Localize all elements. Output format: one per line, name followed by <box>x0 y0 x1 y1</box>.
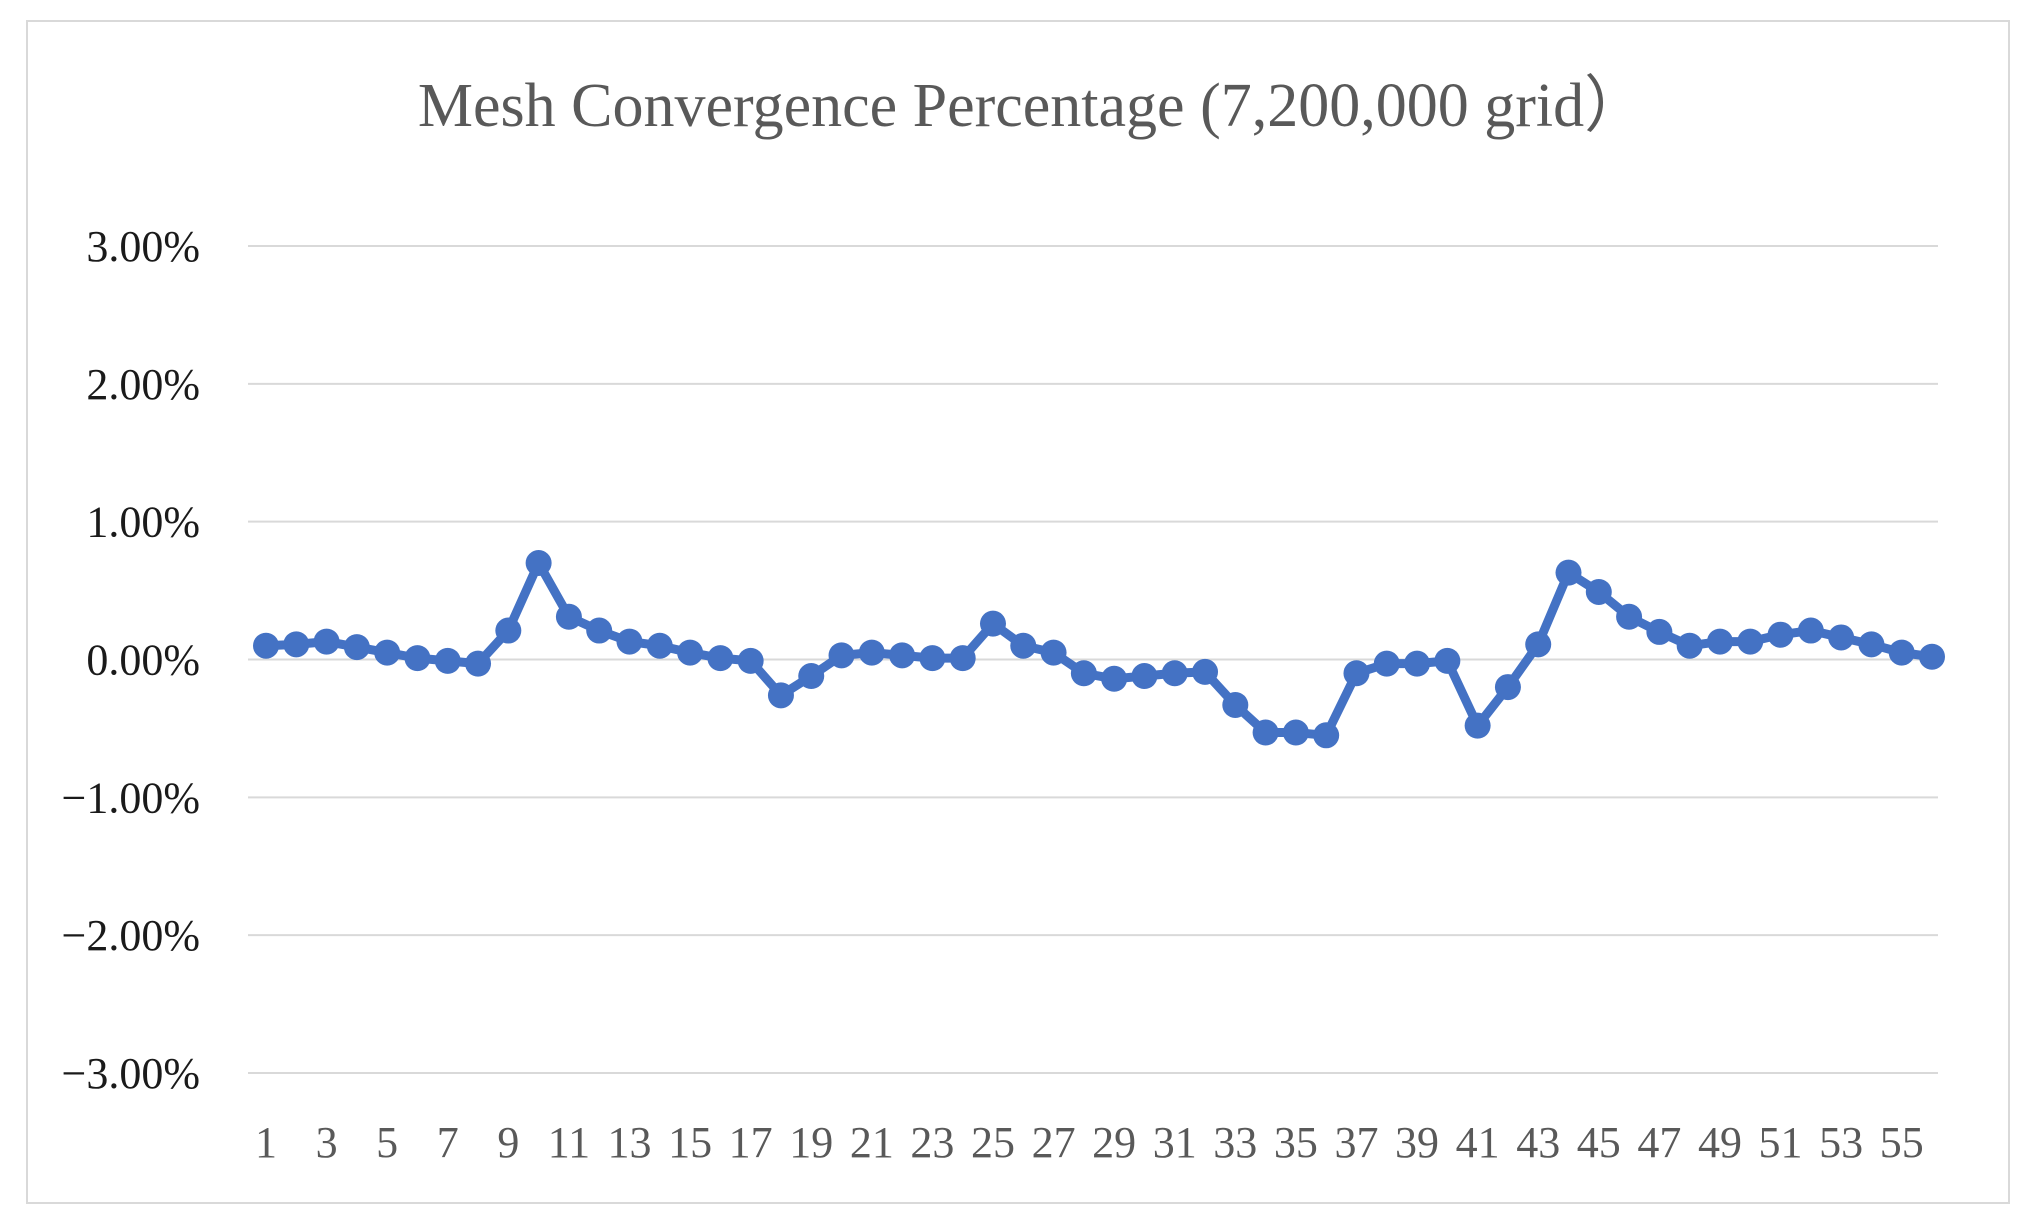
data-point <box>343 634 370 661</box>
data-point <box>707 645 734 672</box>
x-tick-label: 39 <box>1395 1118 1439 1167</box>
data-point <box>1646 618 1673 645</box>
data-point <box>374 639 401 666</box>
data-point <box>1161 660 1188 687</box>
x-tick-label: 15 <box>668 1118 712 1167</box>
data-point <box>1040 639 1067 666</box>
chart-title: Mesh Convergence Percentage (7,200,000 g… <box>418 72 1646 140</box>
y-tick-label: −2.00% <box>62 911 200 960</box>
data-point <box>828 642 855 669</box>
x-tick-label: 11 <box>548 1118 590 1167</box>
x-tick-label: 19 <box>789 1118 833 1167</box>
data-point <box>1737 628 1764 655</box>
data-point <box>919 645 946 672</box>
x-tick-label: 47 <box>1637 1118 1681 1167</box>
data-point <box>677 639 704 666</box>
data-point <box>798 663 825 690</box>
data-point <box>1797 617 1824 644</box>
data-point <box>767 682 794 709</box>
data-point <box>525 550 552 577</box>
x-tick-label: 33 <box>1213 1118 1257 1167</box>
series-layer <box>253 550 1945 749</box>
x-tick-label: 7 <box>437 1118 459 1167</box>
x-tick-label: 1 <box>255 1118 277 1167</box>
data-point <box>253 632 279 659</box>
x-tick-label: 31 <box>1153 1118 1197 1167</box>
x-tick-label: 13 <box>607 1118 651 1167</box>
x-tick-label: 3 <box>316 1118 338 1167</box>
data-point <box>1525 631 1552 658</box>
line-chart: Mesh Convergence Percentage (7,200,000 g… <box>62 72 1945 1167</box>
data-point <box>1555 559 1582 586</box>
data-point <box>889 642 916 669</box>
data-point <box>465 650 492 677</box>
data-point <box>1252 719 1279 746</box>
data-point <box>1706 628 1733 655</box>
data-point <box>1919 643 1945 670</box>
data-point <box>1888 639 1915 666</box>
data-point <box>1343 660 1370 687</box>
data-point <box>1070 660 1097 687</box>
data-point <box>1313 722 1340 749</box>
x-tick-label: 23 <box>910 1118 954 1167</box>
x-tick-label: 25 <box>971 1118 1015 1167</box>
data-point <box>555 603 582 630</box>
data-point <box>434 647 461 674</box>
data-point <box>1585 578 1612 605</box>
data-point <box>1192 658 1219 685</box>
y-tick-label: 1.00% <box>86 498 200 547</box>
data-point <box>1616 603 1643 630</box>
data-point <box>1434 647 1461 674</box>
x-tick-label: 27 <box>1032 1118 1076 1167</box>
x-tick-label: 17 <box>729 1118 773 1167</box>
data-point <box>1404 650 1431 677</box>
data-point <box>1101 665 1128 692</box>
x-tick-label: 9 <box>497 1118 519 1167</box>
x-tick-label: 41 <box>1456 1118 1500 1167</box>
y-tick-label: 3.00% <box>86 222 200 271</box>
data-point <box>1676 632 1703 659</box>
data-point <box>1858 631 1885 658</box>
x-tick-label: 29 <box>1092 1118 1136 1167</box>
x-tick-label: 51 <box>1759 1118 1803 1167</box>
y-tick-label: −3.00% <box>62 1049 200 1098</box>
x-tick-label: 43 <box>1516 1118 1560 1167</box>
x-tick-label: 45 <box>1577 1118 1621 1167</box>
data-point <box>1222 691 1249 718</box>
y-tick-label: 0.00% <box>86 636 200 685</box>
data-point <box>949 645 976 672</box>
x-tick-label: 49 <box>1698 1118 1742 1167</box>
x-tick-label: 35 <box>1274 1118 1318 1167</box>
data-point <box>858 639 885 666</box>
x-tick-label: 53 <box>1819 1118 1863 1167</box>
data-point <box>1282 719 1309 746</box>
data-point <box>1767 621 1794 648</box>
x-tick-label: 37 <box>1334 1118 1378 1167</box>
data-point <box>1373 650 1400 677</box>
gridlines <box>248 245 1938 1074</box>
data-point <box>646 632 673 659</box>
data-point <box>283 631 310 658</box>
data-point <box>1010 632 1037 659</box>
data-point <box>1828 624 1855 651</box>
data-point <box>404 645 431 672</box>
x-tick-label: 55 <box>1880 1118 1924 1167</box>
y-tick-label: 2.00% <box>86 360 200 409</box>
data-point <box>1494 674 1521 701</box>
data-point <box>313 628 340 655</box>
chart-frame: Mesh Convergence Percentage (7,200,000 g… <box>26 20 2010 1204</box>
data-point <box>1131 663 1158 690</box>
x-tick-label: 5 <box>376 1118 398 1167</box>
data-point <box>979 610 1006 637</box>
data-point <box>495 617 522 644</box>
y-axis-tick-labels: 3.00% 2.00% 1.00% 0.00% −1.00% −2.00% −3.00% <box>62 222 200 1098</box>
data-point <box>586 617 613 644</box>
x-axis-tick-labels: 1 3 5 7 9 11 13 15 17 19 21 23 25 27 29 31 33 35 37 39 41 43 4… <box>255 1118 1924 1167</box>
data-point <box>616 628 643 655</box>
x-tick-label: 21 <box>850 1118 894 1167</box>
y-tick-label: −1.00% <box>62 773 200 822</box>
data-point <box>1464 712 1491 739</box>
data-point <box>737 647 764 674</box>
